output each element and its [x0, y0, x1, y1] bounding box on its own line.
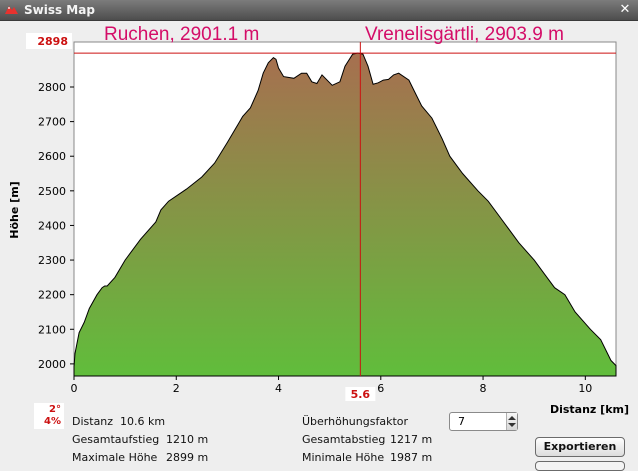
x-axis-ticks: 0 2 4 6 8 10 [71, 376, 592, 395]
y-tick-label: 2300 [38, 254, 66, 267]
x-axis-label: Distanz [km] [550, 403, 629, 416]
export-button[interactable]: Exportieren [535, 437, 625, 457]
y-tick-label: 2800 [38, 81, 66, 94]
exaggeration-value[interactable]: 7 [458, 415, 465, 428]
window-title: Swiss Map [24, 3, 95, 17]
max-elevation-label-bg [26, 33, 72, 49]
y-tick-label: 2200 [38, 289, 66, 302]
y-tick-label: 2700 [38, 116, 66, 129]
ascent-value: 1210 m [166, 433, 209, 446]
swiss-map-logo-icon [5, 6, 18, 14]
spinner-up-icon[interactable] [508, 416, 516, 420]
secondary-button[interactable] [535, 461, 625, 471]
title-bar: Swiss Map ✕ [0, 0, 638, 21]
descent-label: Gesamtabstieg [302, 433, 386, 446]
y-tick-label: 2600 [38, 150, 66, 163]
x-tick-label: 2 [173, 382, 180, 395]
ascent-label: Gesamtaufstieg [72, 433, 160, 446]
exaggeration-label: Überhöhungsfaktor [302, 415, 409, 428]
x-tick-label: 10 [578, 382, 592, 395]
spinner-buttons[interactable] [506, 413, 517, 430]
exaggeration-spinner[interactable]: 7 [449, 412, 518, 431]
y-tick-label: 2100 [38, 323, 66, 336]
x-tick-label: 4 [275, 382, 282, 395]
elevation-profile-chart[interactable]: 2898 Ruchen, 2901.1 m Vrenelisgärtli, 29… [0, 20, 638, 420]
cursor-distance-label: 5.6 [351, 388, 371, 401]
close-icon[interactable]: ✕ [619, 2, 631, 17]
y-axis-label: Höhe [m] [8, 181, 21, 238]
y-axis-ticks: 2000 2100 2200 2300 2400 2500 2600 2700 2800 [38, 81, 74, 371]
x-tick-label: 0 [71, 382, 78, 395]
peak-annotation-vrenelisgaertli: Vrenelisgärtli, 2903.9 m [365, 24, 564, 45]
elevation-profile-area [73, 52, 617, 377]
cursor-label-bg [345, 387, 376, 401]
max-height-label: Maximale Höhe [72, 451, 158, 464]
peak-annotation-ruchen: Ruchen, 2901.1 m [104, 24, 259, 45]
descent-value: 1217 m [390, 433, 433, 446]
slope-indicator: 2° 4% [34, 403, 64, 429]
slope-degrees: 2° [49, 404, 61, 415]
distance-label: Distanz [72, 415, 114, 428]
y-tick-label: 2000 [38, 358, 66, 371]
slope-percent: 4% [44, 416, 61, 427]
min-height-label: Minimale Höhe [302, 451, 385, 464]
distance-value: 10.6 km [120, 415, 166, 428]
max-height-value: 2899 m [166, 451, 209, 464]
x-tick-label: 8 [480, 382, 487, 395]
y-tick-label: 2500 [38, 185, 66, 198]
max-elevation-label: 2898 [37, 35, 68, 48]
y-tick-label: 2400 [38, 219, 66, 232]
spinner-down-icon[interactable] [508, 423, 516, 427]
x-tick-label: 6 [377, 382, 384, 395]
min-height-value: 1987 m [390, 451, 433, 464]
